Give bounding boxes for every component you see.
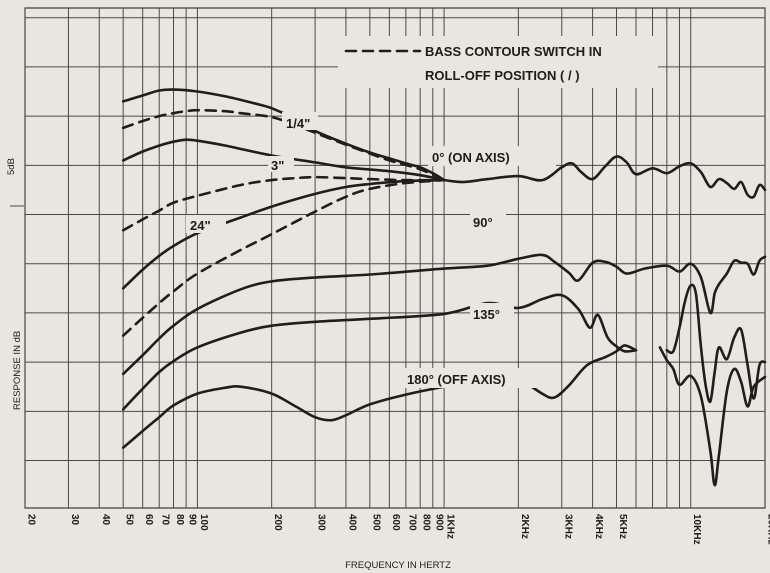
annot-bg-180deg [404,368,560,388]
response-curve-3-solid [442,155,767,199]
annot-3-inch: 3" [271,158,284,173]
legend-background [338,36,658,88]
x-tick-label: 900 [433,514,444,531]
response-curve-10-dashed [121,108,446,182]
x-tick-label: 2KHz [519,514,530,539]
x-tick-label: 90 [187,514,198,526]
x-tick-label: 80 [174,514,185,526]
response-curve-11-dashed [121,175,446,232]
annot-90-deg: 90° [473,215,493,230]
response-curve-12-dashed [121,178,446,337]
x-tick-label: 3KHz [562,514,573,539]
annot-180-deg: 180° (OFF AXIS) [407,372,506,387]
x-tick-label: 10KHz [691,514,702,545]
x-tick-label: 600 [390,514,401,531]
x-tick-label: 70 [160,514,171,526]
x-tick-label: 1KHz [445,514,456,539]
response-curve-4-solid [121,178,446,290]
annotations: BASS CONTOUR SWITCH IN ROLL-OFF POSITION… [6,36,658,571]
annot-quarter-inch: 1/4" [286,116,310,131]
x-tick-label: 200 [272,514,283,531]
x-tick-labels: 20 30 40 50 60 70 80 90 100 200 300 400 500 600 700 800… [26,514,770,545]
response-curve-8-solid [121,344,638,449]
response-curve-9-solid [658,346,767,487]
x-axis-label: FREQUENCY IN HERTZ [345,560,451,571]
annot-bg-0deg [428,146,556,166]
annot-0-deg: 0° (ON AXIS) [432,150,510,165]
annot-bg-135deg [470,303,514,323]
annot-bg-90deg [470,211,506,231]
x-tick-label: 300 [316,514,327,531]
x-tick-label: 5KHz [617,514,628,539]
annot-135-deg: 135° [473,307,500,322]
x-tick-label: 50 [124,514,135,526]
x-tick-label: 800 [421,514,432,531]
x-tick-label: 40 [100,514,111,526]
y-axis-label: RESPONSE IN dB [12,331,23,410]
scale-marker-label: 5dB [6,158,17,175]
response-curve-7-solid [665,283,767,404]
x-tick-label: 500 [370,514,381,531]
x-tick-label: 20 [26,514,37,526]
response-curve-5-solid [121,253,767,376]
annot-bg-quarter [282,112,318,130]
x-tick-label: 100 [198,514,209,531]
response-curve-2-solid [121,138,446,182]
x-tick-label: 60 [143,514,154,526]
x-tick-label: 700 [406,514,417,531]
grid [24,7,766,509]
x-tick-label: 400 [346,514,357,531]
x-tick-label: 30 [69,514,80,526]
annot-bg-24in [186,215,226,233]
annot-24-inch: 24" [190,218,211,233]
legend-label-2: ROLL-OFF POSITION ( / ) [425,68,580,83]
annot-bg-3in [268,156,294,172]
x-tick-label: 4KHz [593,514,604,539]
x-tick-label: 20KHz [766,514,770,545]
legend-label: BASS CONTOUR SWITCH IN [425,44,602,59]
